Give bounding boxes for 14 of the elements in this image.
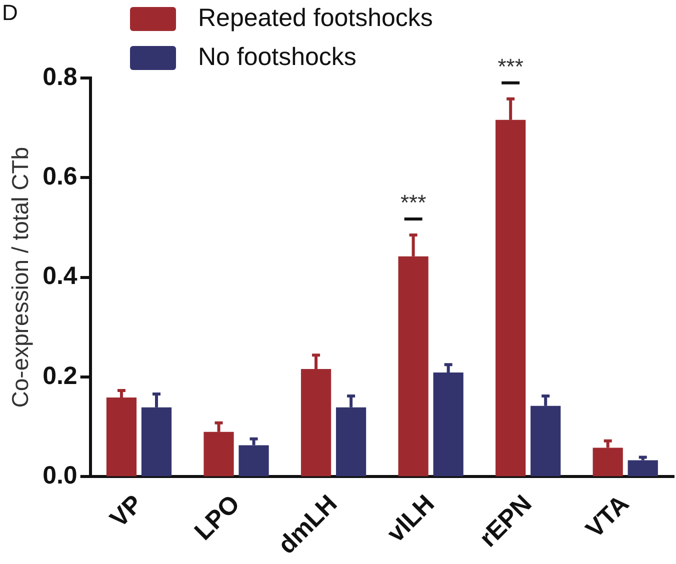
annotation: *** [498, 54, 524, 79]
y-tick-label: 0.0 [42, 462, 78, 490]
legend-label: Repeated footshocks [198, 4, 433, 33]
y-tick-label: 0.8 [42, 62, 78, 91]
legend-label: No footshocks [198, 43, 356, 72]
x-tick-label: VTA [580, 490, 634, 544]
y-tick-label: 0.2 [42, 362, 78, 390]
x-tick-label: VP [104, 490, 148, 534]
annotation: *** [400, 190, 427, 216]
bar [628, 460, 658, 476]
y-tick-label: 0.6 [42, 162, 78, 191]
y-axis-title: Co-expression / total CTb [7, 146, 34, 408]
y-tick-label: 0.4 [42, 262, 78, 290]
text: D [2, 0, 18, 26]
